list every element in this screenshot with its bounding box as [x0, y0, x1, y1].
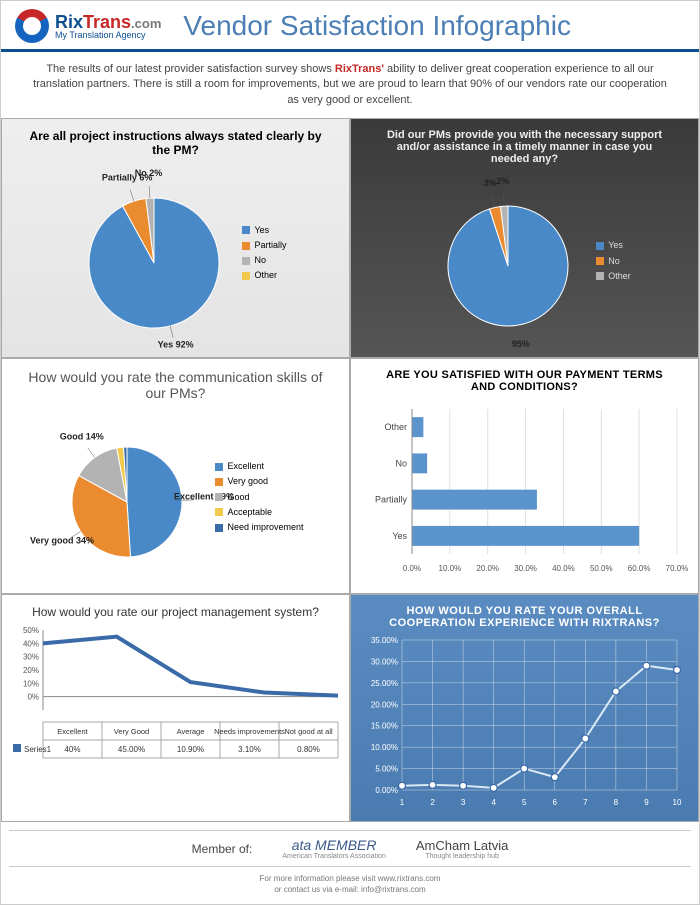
chart1-panel: Are all project instructions always stat… [1, 118, 350, 358]
svg-text:Partially: Partially [375, 495, 408, 505]
chart5-panel: How would you rate our project managemen… [1, 594, 350, 822]
svg-text:Not good at all: Not good at all [284, 727, 333, 736]
svg-text:Yes 92%: Yes 92% [158, 339, 194, 349]
svg-text:60.0%: 60.0% [628, 564, 651, 573]
brand-rix: Rix [55, 12, 83, 32]
tagline: My Translation Agency [55, 31, 161, 40]
svg-text:2: 2 [430, 798, 435, 807]
svg-text:Series1: Series1 [24, 745, 52, 754]
chart1-title: Are all project instructions always stat… [8, 125, 343, 163]
svg-text:Very Good: Very Good [114, 727, 149, 736]
svg-text:50%: 50% [23, 626, 39, 635]
svg-text:10: 10 [673, 798, 682, 807]
ata-sub: American Translators Association [282, 853, 386, 860]
chart6-panel: HOW WOULD YOU RATE YOUR OVERALL COOPERAT… [350, 594, 699, 822]
svg-text:5: 5 [522, 798, 527, 807]
chart2-pie: 95%3%2% [418, 186, 588, 336]
svg-text:30%: 30% [23, 653, 39, 662]
chart4-panel: ARE YOU SATISFIED WITH OUR PAYMENT TERMS… [350, 358, 699, 594]
svg-text:2%: 2% [497, 176, 510, 186]
amcham-a: Am [416, 838, 436, 853]
amcham-b: Cham [435, 838, 470, 853]
member-ata: ata MEMBER American Translators Associat… [282, 837, 386, 860]
svg-text:50.0%: 50.0% [590, 564, 613, 573]
chart5-title: How would you rate our project managemen… [8, 601, 343, 625]
svg-text:20.0%: 20.0% [476, 564, 499, 573]
intro-highlight: RixTrans' [335, 63, 384, 75]
svg-text:0.0%: 0.0% [403, 564, 421, 573]
svg-text:Very good 34%: Very good 34% [30, 535, 94, 545]
member-of: Member of: [192, 842, 253, 856]
svg-text:40%: 40% [64, 745, 80, 754]
svg-text:Needs improvements: Needs improvements [214, 727, 285, 736]
svg-text:Average: Average [177, 727, 205, 736]
svg-text:4: 4 [491, 798, 496, 807]
amcham-c: Latvia [470, 838, 508, 853]
svg-text:6: 6 [553, 798, 558, 807]
member-amcham: AmCham Latvia Thought leadership hub [416, 838, 509, 860]
chart6-line: 0.00% 5.00% 10.00% 15.00% 20.00% 25.00% 30.00%… [357, 635, 687, 810]
logo-icon [15, 9, 49, 43]
svg-text:3%: 3% [484, 178, 497, 188]
svg-text:3: 3 [461, 798, 466, 807]
footer: Member of: ata MEMBER American Translato… [1, 822, 699, 903]
svg-text:0.80%: 0.80% [297, 745, 320, 754]
brand-com: .com [131, 16, 161, 31]
svg-text:20.00%: 20.00% [371, 700, 398, 709]
logo: RixTrans.com My Translation Agency [15, 9, 161, 43]
svg-text:No 2%: No 2% [135, 168, 163, 178]
svg-text:25.00%: 25.00% [371, 679, 398, 688]
header: RixTrans.com My Translation Agency Vendo… [1, 1, 699, 52]
chart5-line: 0% 10% 20% 30% 40% 50% Excellent 40% Very Good 45… [8, 625, 343, 800]
svg-text:1: 1 [400, 798, 405, 807]
svg-text:Good 14%: Good 14% [60, 432, 104, 442]
svg-text:10.90%: 10.90% [177, 745, 204, 754]
svg-text:40.0%: 40.0% [552, 564, 575, 573]
svg-text:10.0%: 10.0% [439, 564, 462, 573]
chart1-legend: YesPartiallyNoOther [242, 223, 286, 284]
intro-text: The results of our latest provider satis… [1, 52, 699, 118]
intro-pre: The results of our latest provider satis… [46, 63, 335, 75]
svg-text:10.00%: 10.00% [371, 743, 398, 752]
chart2-panel: Did our PMs provide you with the necessa… [350, 118, 699, 358]
svg-text:Yes: Yes [392, 531, 407, 541]
svg-text:30.0%: 30.0% [514, 564, 537, 573]
svg-text:45.00%: 45.00% [118, 745, 145, 754]
chart2-title: Did our PMs provide you with the necessa… [357, 125, 692, 171]
svg-text:40%: 40% [23, 640, 39, 649]
svg-text:8: 8 [614, 798, 619, 807]
contact-1: For more information please visit www.ri… [9, 873, 691, 884]
svg-text:30.00%: 30.00% [371, 658, 398, 667]
svg-text:5.00%: 5.00% [375, 765, 398, 774]
svg-text:3.10%: 3.10% [238, 745, 261, 754]
svg-text:70.0%: 70.0% [666, 564, 689, 573]
svg-text:15.00%: 15.00% [371, 722, 398, 731]
page-title: Vendor Satisfaction Infographic [183, 10, 571, 42]
svg-text:0%: 0% [27, 693, 39, 702]
svg-text:Excellent: Excellent [57, 727, 88, 736]
svg-text:20%: 20% [23, 666, 39, 675]
amcham-sub: Thought leadership hub [416, 853, 509, 860]
chart6-title: HOW WOULD YOU RATE YOUR OVERALL COOPERAT… [357, 601, 692, 635]
chart3-title: How would you rate the communication ski… [8, 365, 343, 407]
svg-text:Other: Other [384, 422, 407, 432]
svg-text:9: 9 [644, 798, 649, 807]
brand-trans: Trans [83, 12, 131, 32]
svg-text:0.00%: 0.00% [375, 786, 398, 795]
chart3-panel: How would you rate the communication ski… [1, 358, 350, 594]
chart2-legend: YesNoOther [596, 238, 631, 284]
svg-text:7: 7 [583, 798, 588, 807]
chart4-bar: 0.0% 10.0% 20.0% 30.0% 40.0% 50.0% 60.0% 70.0% O… [357, 399, 687, 579]
chart1-pie: Yes 92%Partially 6%No 2% [64, 178, 234, 328]
chart3-legend: ExcellentVery goodGoodAcceptableNeed imp… [215, 459, 303, 535]
ata-label: ata MEMBER [282, 837, 386, 853]
svg-text:35.00%: 35.00% [371, 636, 398, 645]
svg-text:No: No [395, 459, 407, 469]
svg-text:95%: 95% [512, 339, 530, 349]
svg-text:10%: 10% [23, 680, 39, 689]
contact-2: or contact us via e-mail: info@rixtrans.… [9, 884, 691, 895]
chart3-pie: Excellent 49%Very good 34%Good 14% [47, 422, 207, 572]
chart4-title: ARE YOU SATISFIED WITH OUR PAYMENT TERMS… [357, 365, 692, 399]
